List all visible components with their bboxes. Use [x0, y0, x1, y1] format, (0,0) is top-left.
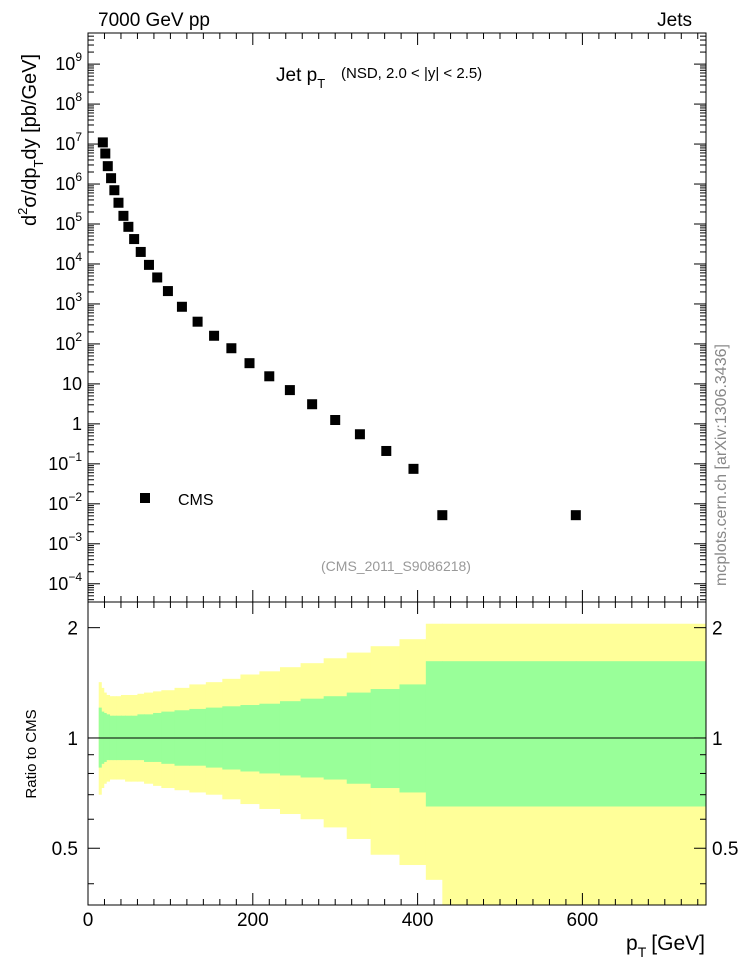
y-tick-label: 10−2: [48, 490, 82, 514]
ratio-band-green: [189, 708, 207, 766]
data-point-cms: [106, 173, 117, 184]
data-point-cms: [143, 259, 154, 270]
y-label-mid: σ/dp: [19, 168, 41, 208]
data-point-cms: [244, 358, 255, 369]
x-tick-label: 400: [402, 910, 434, 931]
ratio-band-green: [137, 714, 145, 761]
data-point-cms: [330, 415, 341, 426]
data-point-cms: [113, 197, 124, 208]
y-tick-label: 108: [55, 90, 82, 114]
data-point-cms: [97, 137, 108, 148]
ratio-panel-frame: [87, 601, 707, 906]
header-right-label: Jets: [657, 10, 692, 31]
ratio-y-tick-label-right: 2: [712, 619, 723, 640]
y-label-sup: 2: [15, 208, 30, 215]
ratio-band-green: [442, 661, 577, 807]
ratio-band-green: [370, 689, 401, 789]
y-tick-label: 1: [72, 414, 82, 434]
data-point-cms: [123, 221, 134, 232]
main-y-axis-label: d2σ/dpTdy [pb/GeV]: [15, 54, 46, 226]
y-label-suffix: dy [pb/GeV]: [19, 54, 41, 160]
data-point-cms: [176, 301, 187, 312]
data-point-cms: [102, 161, 113, 172]
ratio-y-axis-label: Ratio to CMS: [23, 709, 40, 798]
y-tick-label: 103: [55, 290, 82, 314]
y-tick-label: 10: [62, 374, 82, 394]
data-point-cms: [100, 148, 111, 159]
data-point-cms: [354, 429, 365, 440]
x-label-main: p: [626, 932, 638, 955]
data-point-cms: [162, 286, 173, 297]
y-tick-label: 102: [55, 330, 82, 354]
x-label-unit: [GeV]: [651, 932, 705, 955]
x-axis-label: pT [GeV]: [626, 932, 705, 960]
y-label-sub: T: [31, 160, 46, 168]
data-point-cms: [437, 510, 448, 521]
data-point-cms: [129, 234, 140, 245]
ratio-y-tick-label-right: 1: [712, 729, 723, 750]
ratio-y-tick-label-left: 1: [67, 729, 78, 750]
x-tick-label: 0: [83, 910, 94, 931]
legend-label-cms: CMS: [178, 492, 214, 509]
data-point-cms: [209, 330, 220, 341]
y-tick-label: 106: [55, 170, 82, 194]
data-point-cms: [109, 185, 120, 196]
data-point-cms: [226, 343, 237, 354]
ratio-band-green: [575, 661, 706, 807]
ratio-y-tick-label-left: 2: [67, 619, 78, 640]
y-tick-label: 105: [55, 210, 82, 234]
x-tick-label: 600: [567, 910, 599, 931]
ratio-y-tick-label-right: 0.5: [712, 839, 738, 860]
ratio-band-green: [425, 661, 443, 807]
ratio-band-green: [259, 703, 281, 774]
data-point-cms: [284, 385, 295, 396]
main-panel-frame: [87, 32, 707, 603]
legend-marker-cms: [140, 493, 150, 503]
ratio-y-tick-label-left: 0.5: [52, 839, 78, 860]
header-left-label: 7000 GeV pp: [98, 10, 210, 31]
plot-title-subscript: T: [317, 76, 325, 91]
y-tick-label: 109: [55, 50, 82, 74]
data-point-cms: [135, 246, 146, 257]
y-tick-label: 104: [55, 250, 82, 274]
data-point-cms: [118, 210, 129, 221]
x-label-sub: T: [638, 944, 647, 960]
ratio-band-green: [106, 714, 111, 761]
y-tick-label: 10−4: [48, 570, 82, 594]
main-panel: 10910810710610510410310210110−110−210−31…: [15, 32, 707, 603]
data-point-cms: [192, 316, 203, 327]
side-credit-label: mcplots.cern.ch [arXiv:1306.3436]: [713, 344, 730, 586]
y-tick-label: 10−1: [48, 450, 82, 474]
data-point-cms: [264, 371, 275, 382]
plot-title-detail: (NSD, 2.0 < |y| < 2.5): [341, 65, 482, 82]
y-tick-label: 107: [55, 130, 82, 154]
y-label-prefix: d: [19, 215, 41, 226]
ratio-panel: 0.5 0.5 1 1 2 2 0 200 400 600 Ratio to CMS pT [GeV…: [23, 601, 738, 960]
plot-title: Jet pT: [276, 65, 325, 91]
data-point-cms: [381, 445, 392, 456]
analysis-id-label: (CMS_2011_S9086218): [321, 558, 471, 574]
x-tick-label: 200: [237, 910, 269, 931]
data-point-cms: [408, 463, 419, 474]
data-point-cms: [307, 399, 318, 410]
plot-title-main: Jet p: [276, 65, 317, 86]
y-tick-label: 10−3: [48, 530, 82, 554]
data-point-cms: [570, 510, 581, 521]
data-point-cms: [152, 272, 163, 283]
